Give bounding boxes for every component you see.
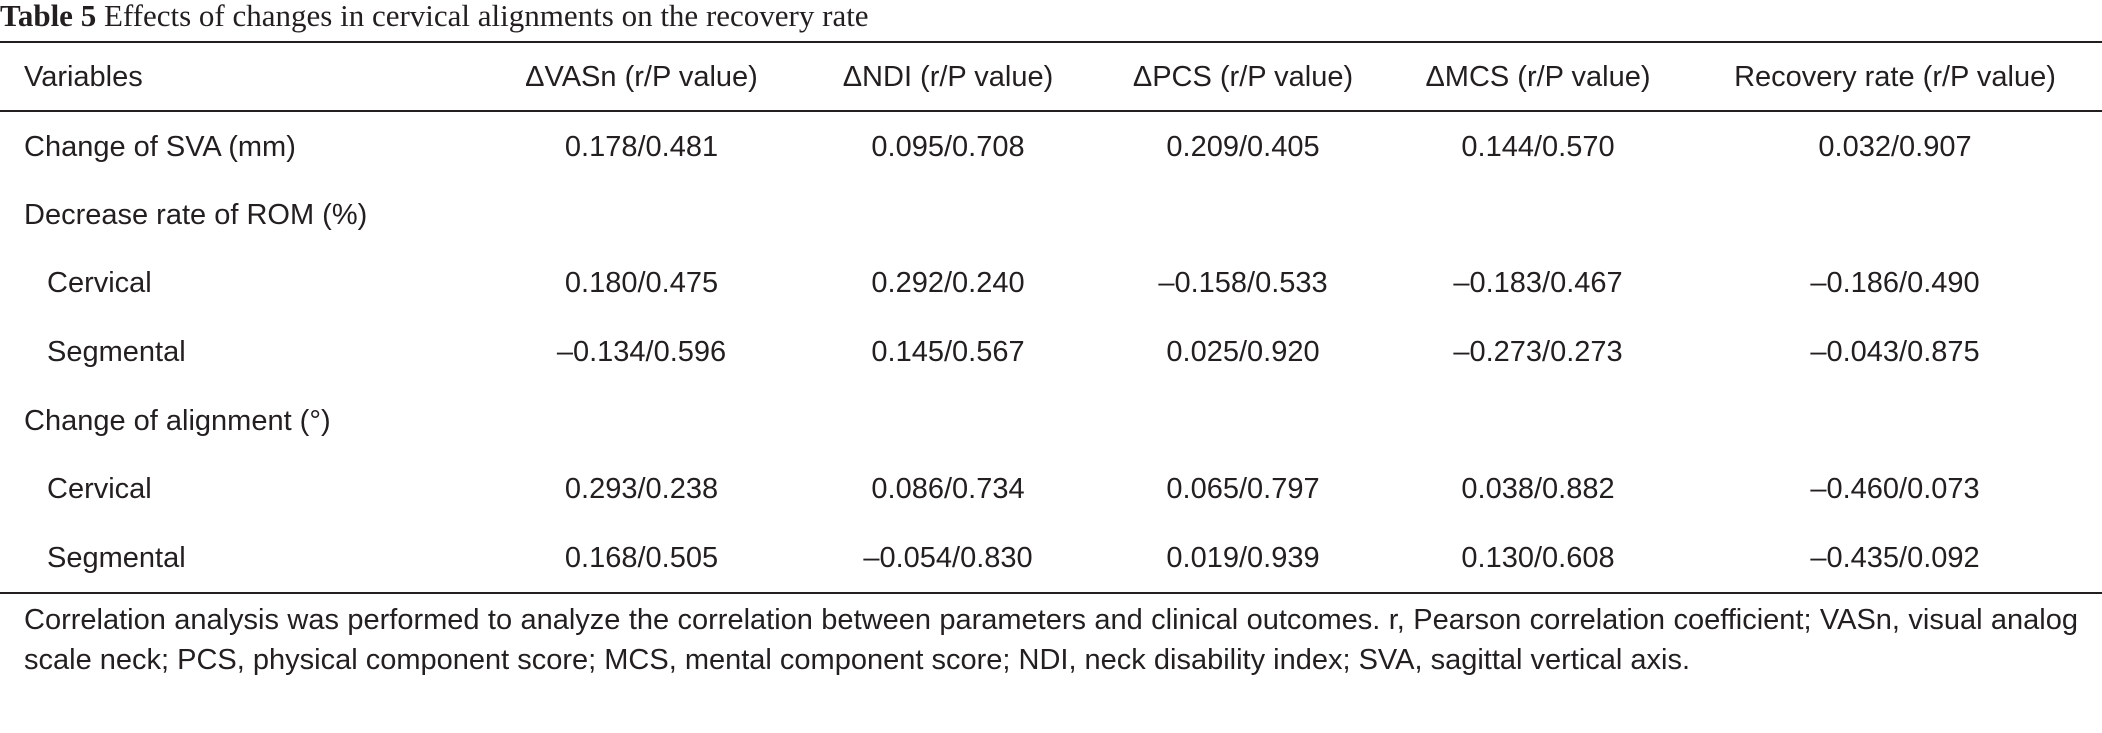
table-cell: 0.293/0.238 bbox=[564, 473, 719, 506]
table-cell: 0.032/0.907 bbox=[1818, 130, 1972, 163]
table-cell bbox=[1688, 181, 2102, 250]
table-row: Decrease rate of ROM (%) bbox=[0, 181, 2102, 250]
table-cell: 0.019/0.939 bbox=[1166, 541, 1320, 574]
column-header: ΔVASn (r/P value) bbox=[525, 61, 758, 93]
table-cell bbox=[1098, 181, 1388, 250]
row-label: Cervical bbox=[47, 267, 152, 300]
table-row: Cervical 0.180/0.475 0.292/0.240 –0.158/… bbox=[0, 249, 2102, 318]
table-cell: –0.158/0.533 bbox=[1158, 267, 1328, 300]
table-cell: 0.178/0.481 bbox=[564, 130, 719, 163]
table-cell: –0.183/0.467 bbox=[1453, 267, 1623, 300]
column-header: ΔPCS (r/P value) bbox=[1132, 61, 1354, 93]
table-cell bbox=[485, 387, 798, 456]
table-cell: –0.273/0.273 bbox=[1453, 335, 1623, 368]
table-cell: 0.095/0.708 bbox=[871, 130, 1025, 163]
table-cell bbox=[1688, 387, 2102, 456]
table-title: Effects of changes in cervical alignment… bbox=[103, 0, 869, 33]
table-cell: 0.130/0.608 bbox=[1461, 541, 1615, 574]
table-row: Cervical 0.293/0.238 0.086/0.734 0.065/0… bbox=[0, 455, 2102, 524]
table-cell: 0.292/0.240 bbox=[871, 267, 1025, 300]
row-label: Segmental bbox=[47, 335, 186, 368]
row-label: Cervical bbox=[47, 473, 152, 506]
table-cell bbox=[798, 387, 1098, 456]
table-cell: –0.435/0.092 bbox=[1810, 541, 1980, 574]
column-header: Variables bbox=[24, 61, 143, 93]
column-header: ΔNDI (r/P value) bbox=[842, 61, 1054, 93]
row-group-label: Change of alignment (°) bbox=[24, 404, 331, 437]
table-cell: 0.145/0.567 bbox=[871, 335, 1025, 368]
row-label: Change of SVA (mm) bbox=[24, 130, 296, 163]
table-cell: –0.054/0.830 bbox=[863, 541, 1033, 574]
table-cell: 0.038/0.882 bbox=[1461, 473, 1615, 506]
table-cell: 0.180/0.475 bbox=[564, 267, 719, 300]
table-caption: Table 5 Effects of changes in cervical a… bbox=[0, 0, 869, 40]
table-cell: 0.065/0.797 bbox=[1166, 473, 1320, 506]
row-group-label: Decrease rate of ROM (%) bbox=[24, 198, 368, 231]
table-row: Change of alignment (°) bbox=[0, 387, 2102, 456]
results-table: Variables ΔVASn (r/P value) ΔNDI (r/P va… bbox=[0, 43, 2102, 593]
table-cell bbox=[798, 181, 1098, 250]
table-row: Change of SVA (mm) 0.178/0.481 0.095/0.7… bbox=[0, 112, 2102, 181]
bottom-rule bbox=[0, 592, 2102, 594]
column-header: Recovery rate (r/P value) bbox=[1734, 61, 2056, 93]
table-cell bbox=[1388, 181, 1688, 250]
table-cell bbox=[1098, 387, 1388, 456]
header-row: Variables ΔVASn (r/P value) ΔNDI (r/P va… bbox=[0, 43, 2102, 112]
table-cell: 0.086/0.734 bbox=[871, 473, 1025, 506]
header-rule bbox=[0, 110, 2102, 112]
table-row: Segmental –0.134/0.596 0.145/0.567 0.025… bbox=[0, 318, 2102, 387]
table-cell: 0.025/0.920 bbox=[1166, 335, 1320, 368]
column-header: ΔMCS (r/P value) bbox=[1425, 61, 1651, 93]
table-cell: –0.460/0.073 bbox=[1810, 473, 1980, 506]
table-cell: 0.209/0.405 bbox=[1166, 130, 1320, 163]
table-cell: 0.144/0.570 bbox=[1461, 130, 1615, 163]
table-cell: 0.168/0.505 bbox=[564, 541, 719, 574]
table-footnote: Correlation analysis was performed to an… bbox=[24, 604, 2078, 676]
row-label: Segmental bbox=[47, 541, 186, 574]
table-cell: –0.186/0.490 bbox=[1810, 267, 1980, 300]
table-cell: –0.043/0.875 bbox=[1810, 335, 1980, 368]
table-cell bbox=[485, 181, 798, 250]
table-cell: –0.134/0.596 bbox=[556, 335, 727, 368]
table-cell bbox=[1388, 387, 1688, 456]
table-number: Table 5 bbox=[0, 0, 97, 33]
table-row: Segmental 0.168/0.505 –0.054/0.830 0.019… bbox=[0, 524, 2102, 593]
top-rule bbox=[0, 41, 2102, 43]
